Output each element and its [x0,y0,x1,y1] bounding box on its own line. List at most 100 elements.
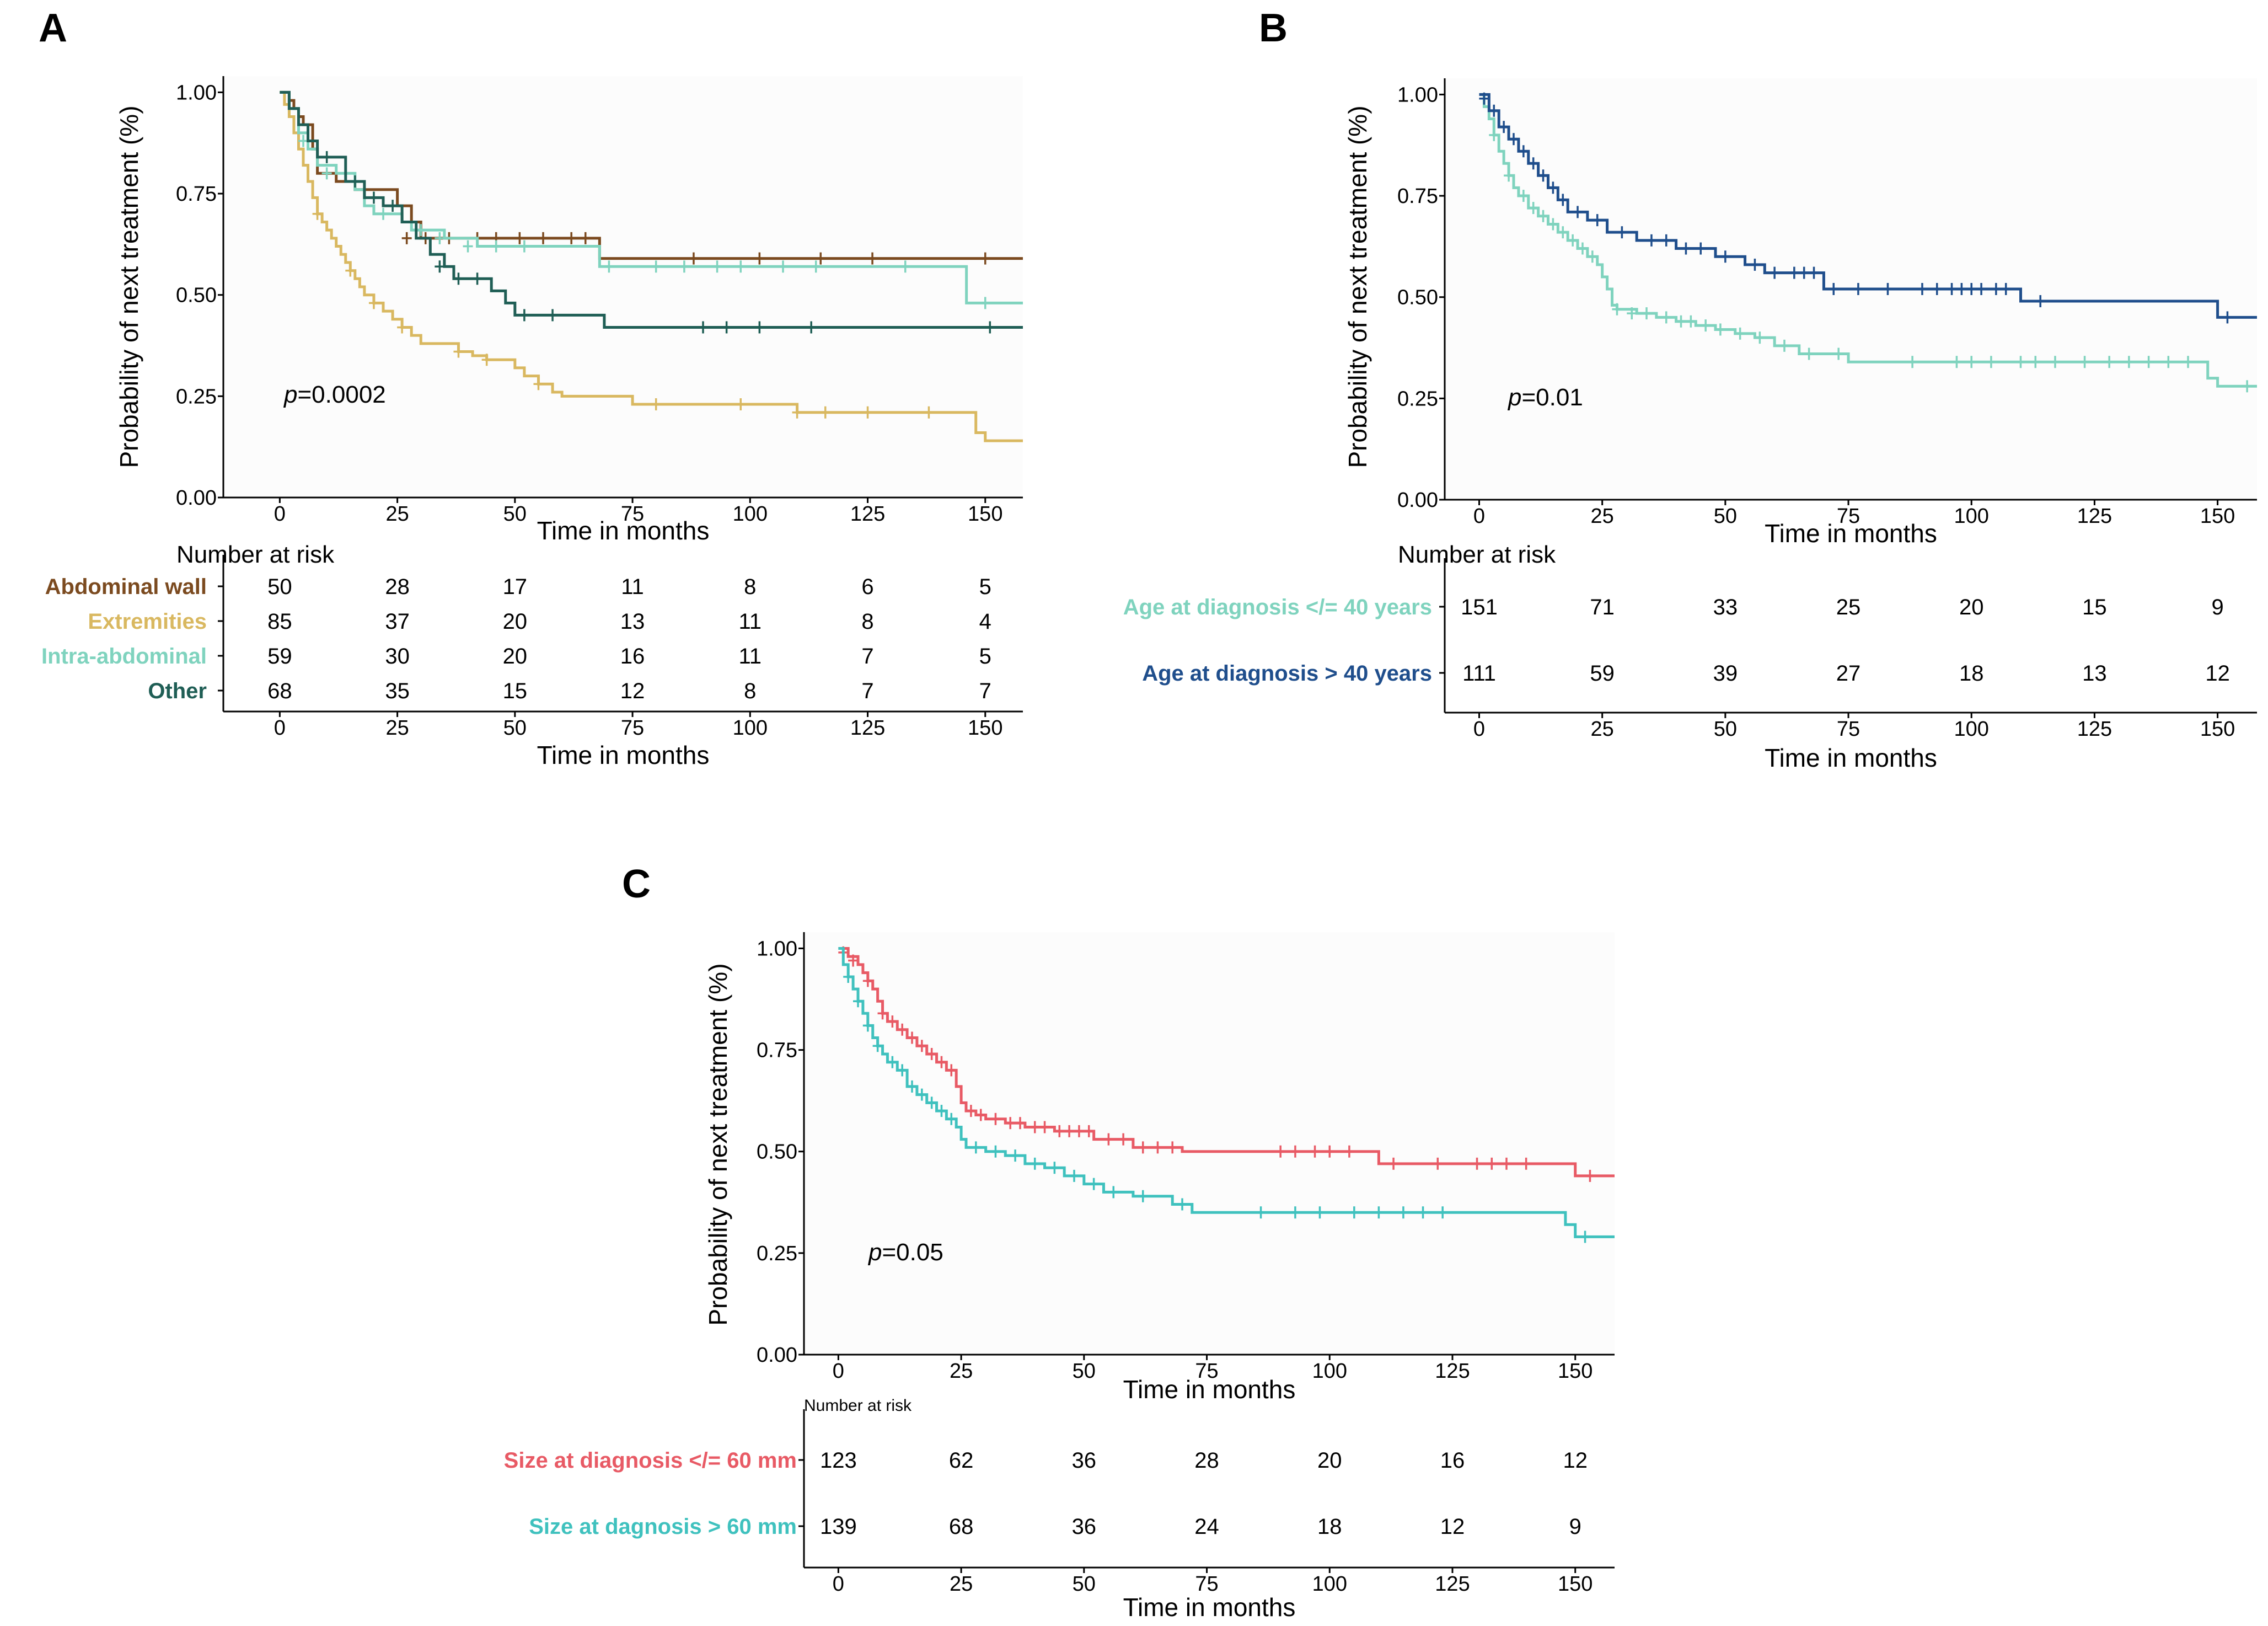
risk-table-title: Number at risk [176,541,335,568]
risk-count: 36 [1072,1448,1097,1473]
risk-x-tick-label: 0 [833,1572,844,1596]
risk-count: 15 [503,679,528,703]
panel-label-c: C [622,862,651,906]
risk-count: 151 [1461,595,1498,619]
risk-count: 27 [1836,661,1861,686]
risk-count: 111 [1462,661,1496,686]
y-tick-label: 0.25 [176,385,217,408]
panel-label-a: A [39,6,67,50]
risk-count: 39 [1713,661,1738,686]
risk-count: 12 [1440,1515,1465,1539]
x-tick-label: 150 [968,502,1002,526]
risk-count: 7 [861,679,873,703]
risk-count: 59 [267,644,292,668]
risk-x-tick-label: 125 [2077,718,2112,741]
risk-count: 85 [267,609,292,634]
x-tick-label: 0 [833,1360,844,1383]
y-tick-label: 0.75 [1397,185,1438,208]
risk-count: 4 [979,609,991,634]
risk-x-tick-label: 75 [621,716,644,740]
x-tick-label: 125 [1435,1360,1470,1383]
risk-row-label: Age at diagnosis > 40 years [1142,661,1432,686]
risk-x-axis-label: Time in months [1765,744,1937,772]
risk-count: 28 [385,575,410,599]
p-value-annotation: p=0.05 [867,1239,943,1266]
risk-count: 35 [385,679,410,703]
risk-count: 59 [1590,661,1615,686]
risk-count: 28 [1194,1448,1219,1473]
risk-count: 139 [820,1515,857,1539]
x-tick-label: 100 [1312,1360,1347,1383]
y-tick-label: 1.00 [176,81,217,104]
km-curve-4 [280,90,1023,329]
risk-row-label: Abdominal wall [45,575,207,599]
risk-row-label: Other [148,679,207,703]
x-tick-label: 150 [2200,505,2235,528]
risk-x-tick-label: 25 [950,1572,973,1596]
risk-x-tick-label: 100 [1312,1572,1347,1596]
y-tick-label: 1.00 [1397,83,1438,106]
y-tick-label: 0.50 [1397,286,1438,309]
y-tick-label: 0.00 [1397,489,1438,512]
risk-x-axis-label: Time in months [537,741,710,769]
risk-table-title: Number at risk [1398,541,1556,568]
x-tick-label: 100 [1954,505,1989,528]
risk-count: 20 [1317,1448,1342,1473]
risk-x-tick-label: 100 [1954,718,1989,741]
risk-count: 12 [2205,661,2230,686]
plot-background [223,76,1023,498]
x-tick-label: 50 [1714,505,1737,528]
km-curve-1 [838,946,1615,1178]
y-tick-label: 0.50 [757,1141,797,1164]
risk-x-tick-label: 0 [1473,718,1485,741]
risk-count: 7 [861,644,873,668]
y-tick-label: 0.00 [757,1344,797,1367]
x-tick-label: 0 [1473,505,1485,528]
risk-x-tick-label: 50 [503,716,527,740]
risk-count: 16 [620,644,645,668]
risk-count: 8 [744,679,756,703]
x-tick-label: 75 [1195,1360,1218,1383]
risk-x-tick-label: 150 [2200,718,2235,741]
x-axis-label: Time in months [1123,1375,1296,1404]
risk-count: 71 [1590,595,1615,619]
risk-row-label: Extremities [88,609,207,634]
y-axis-label: Probability of next treatment (%) [1343,105,1372,468]
risk-count: 9 [1569,1515,1581,1539]
risk-x-tick-label: 125 [1435,1572,1470,1596]
x-tick-label: 150 [1558,1360,1593,1383]
risk-count: 13 [620,609,645,634]
panel-label-b: B [1259,6,1288,50]
y-tick-label: 0.25 [757,1242,797,1265]
x-tick-label: 100 [733,502,768,526]
risk-x-tick-label: 125 [850,716,885,740]
risk-x-tick-label: 75 [1195,1572,1218,1596]
risk-count: 20 [1959,595,1984,619]
risk-count: 16 [1440,1448,1465,1473]
x-tick-label: 25 [1591,505,1614,528]
y-tick-label: 0.25 [1397,387,1438,410]
risk-count: 36 [1072,1515,1097,1539]
x-tick-label: 50 [1073,1360,1096,1383]
risk-x-tick-label: 75 [1837,718,1860,741]
risk-x-axis-label: Time in months [1123,1593,1296,1622]
x-axis-label: Time in months [537,516,710,545]
risk-count: 20 [503,609,528,634]
risk-count: 18 [1317,1515,1342,1539]
risk-x-tick-label: 0 [274,716,286,740]
risk-count: 30 [385,644,410,668]
y-tick-label: 1.00 [757,937,797,960]
p-value-annotation: p=0.0002 [283,381,386,408]
risk-count: 13 [2082,661,2107,686]
risk-x-tick-label: 25 [385,716,409,740]
risk-x-tick-label: 150 [968,716,1002,740]
x-tick-label: 75 [621,502,644,526]
x-tick-label: 25 [385,502,409,526]
risk-count: 50 [267,575,292,599]
risk-row-label: Size at diagnosis </= 60 mm [504,1448,797,1473]
risk-count: 5 [979,644,991,668]
